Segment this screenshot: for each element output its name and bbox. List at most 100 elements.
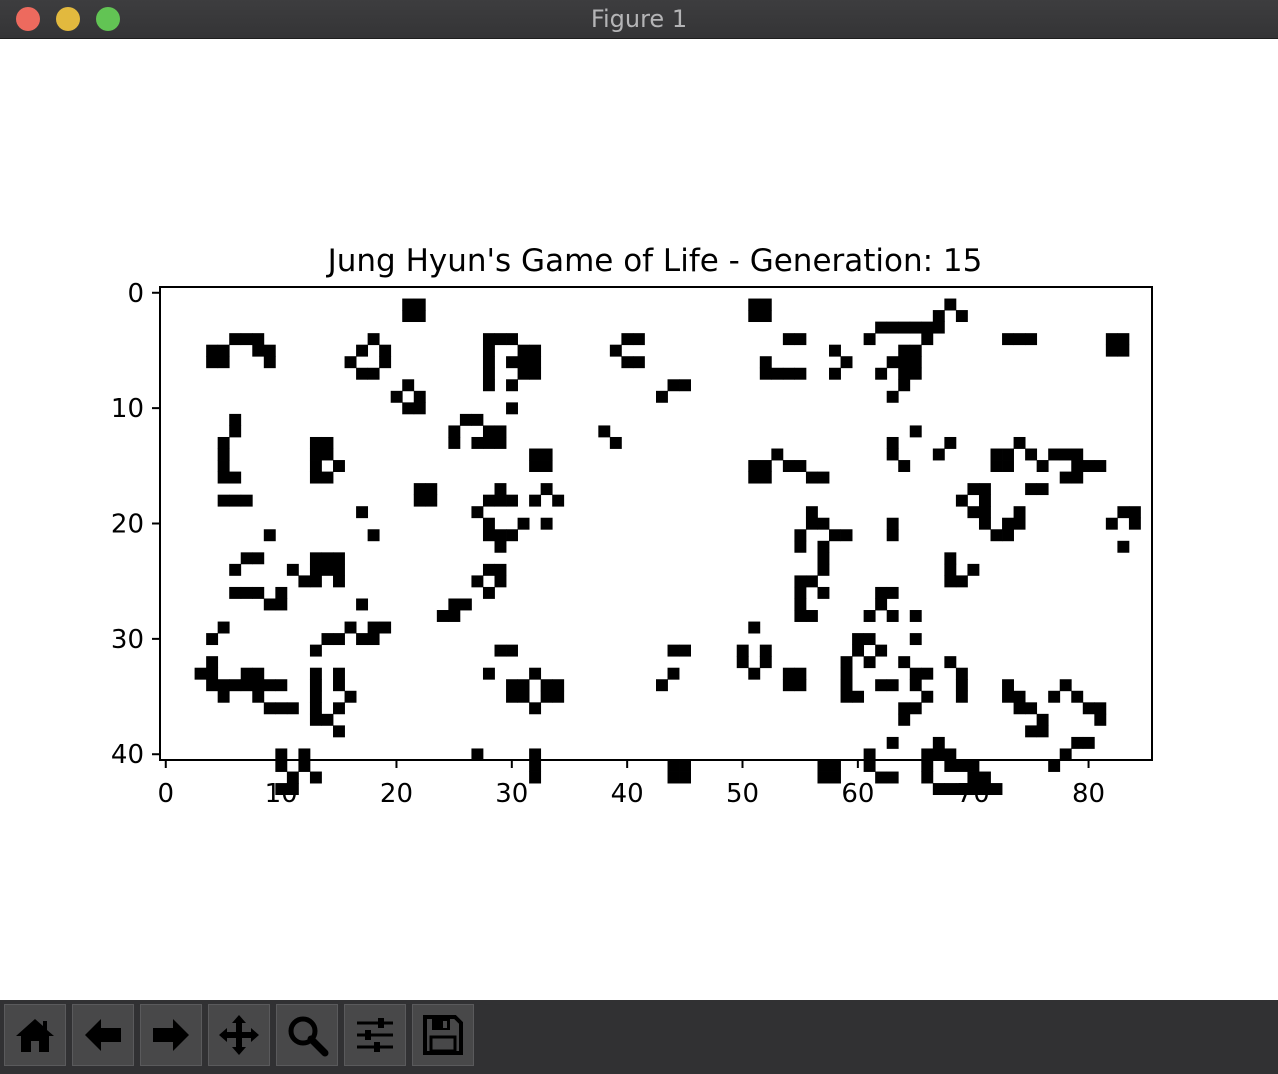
live-cell bbox=[817, 760, 830, 772]
zoom-magnifier-icon bbox=[288, 1016, 329, 1057]
live-cell bbox=[598, 425, 611, 438]
live-cell bbox=[817, 771, 830, 784]
back-button[interactable] bbox=[72, 1004, 134, 1066]
live-cell bbox=[206, 679, 219, 692]
live-cell bbox=[898, 367, 911, 380]
live-cell bbox=[494, 575, 507, 588]
live-cell bbox=[1013, 436, 1026, 449]
live-cell bbox=[632, 356, 645, 369]
live-cell bbox=[1002, 517, 1014, 530]
minimize-window-button[interactable] bbox=[56, 7, 80, 31]
live-cell bbox=[506, 644, 518, 657]
home-button[interactable] bbox=[4, 1004, 66, 1066]
live-cell bbox=[1059, 448, 1072, 461]
live-cell bbox=[1013, 506, 1026, 519]
live-cell bbox=[402, 402, 415, 415]
live-cell bbox=[506, 690, 518, 703]
live-cell bbox=[494, 494, 507, 507]
live-cell bbox=[471, 748, 484, 761]
live-cell bbox=[805, 517, 818, 530]
live-cell bbox=[898, 713, 911, 726]
live-cell bbox=[840, 356, 853, 369]
back-arrow-icon bbox=[85, 1019, 121, 1051]
live-cell bbox=[759, 367, 772, 380]
live-cell bbox=[367, 633, 380, 646]
live-cell bbox=[482, 529, 495, 542]
live-cell bbox=[506, 529, 518, 542]
live-cell bbox=[1002, 333, 1014, 346]
live-cell bbox=[1013, 517, 1026, 530]
live-cell bbox=[333, 702, 345, 715]
y-tick-label: 30 bbox=[111, 625, 144, 655]
live-cell bbox=[898, 379, 911, 392]
x-tick-label: 30 bbox=[495, 779, 528, 809]
live-cell bbox=[782, 460, 795, 472]
live-cell bbox=[898, 460, 911, 472]
live-cell bbox=[309, 702, 322, 715]
live-cell bbox=[782, 667, 795, 680]
zoom-button[interactable] bbox=[276, 1004, 338, 1066]
live-cell bbox=[344, 621, 357, 634]
live-cell bbox=[309, 460, 322, 472]
live-cell bbox=[1048, 448, 1061, 461]
live-cell bbox=[679, 771, 691, 784]
live-cell bbox=[482, 367, 495, 380]
zoom-window-button[interactable] bbox=[96, 7, 120, 31]
forward-button[interactable] bbox=[140, 1004, 202, 1066]
live-cell bbox=[217, 436, 230, 449]
live-cell bbox=[759, 471, 772, 484]
live-cell bbox=[413, 390, 426, 403]
live-cell bbox=[1048, 760, 1061, 772]
live-cell bbox=[886, 517, 899, 530]
y-tick-label: 10 bbox=[111, 394, 144, 424]
live-cell bbox=[506, 333, 518, 346]
live-cell bbox=[875, 644, 888, 657]
chart-title: Jung Hyun's Game of Life - Generation: 1… bbox=[326, 243, 983, 279]
live-cell bbox=[482, 379, 495, 392]
live-cell bbox=[494, 333, 507, 346]
live-cell bbox=[978, 506, 991, 519]
live-cell bbox=[805, 506, 818, 519]
live-cell bbox=[932, 321, 945, 334]
live-cell bbox=[333, 679, 345, 692]
live-cell bbox=[263, 529, 276, 542]
live-cell bbox=[263, 679, 276, 692]
game-of-life-plot: Jung Hyun's Game of Life - Generation: 1… bbox=[111, 243, 1153, 809]
close-window-button[interactable] bbox=[16, 7, 40, 31]
live-cell bbox=[321, 471, 334, 484]
pan-button[interactable] bbox=[208, 1004, 270, 1066]
live-cell bbox=[921, 667, 934, 680]
live-cell bbox=[436, 610, 449, 622]
live-cell bbox=[955, 760, 968, 772]
live-cell bbox=[471, 575, 484, 588]
live-cell bbox=[886, 356, 899, 369]
live-cell bbox=[379, 356, 392, 369]
live-cell bbox=[805, 575, 818, 588]
window-titlebar[interactable]: Figure 1 bbox=[0, 0, 1278, 39]
live-cell bbox=[863, 748, 876, 761]
live-cell bbox=[252, 690, 265, 703]
live-cell bbox=[194, 667, 207, 680]
figure-canvas[interactable]: Jung Hyun's Game of Life - Generation: 1… bbox=[0, 39, 1278, 1000]
live-cell bbox=[309, 563, 322, 576]
configure-subplots-button[interactable] bbox=[344, 1004, 406, 1066]
live-cell bbox=[206, 656, 219, 669]
live-cell bbox=[782, 367, 795, 380]
live-cell bbox=[875, 321, 888, 334]
live-cell bbox=[229, 333, 242, 346]
x-tick-label: 80 bbox=[1072, 779, 1105, 809]
live-cell bbox=[1071, 448, 1084, 461]
live-cell bbox=[413, 483, 426, 496]
live-cell bbox=[252, 679, 265, 692]
live-cell bbox=[1059, 748, 1072, 761]
live-cell bbox=[840, 529, 853, 542]
live-cell bbox=[482, 425, 495, 438]
navigation-toolbar bbox=[0, 1000, 1278, 1074]
live-cell bbox=[552, 679, 565, 692]
live-cell bbox=[309, 690, 322, 703]
live-cell bbox=[1036, 483, 1049, 496]
live-cell bbox=[471, 436, 484, 449]
live-cell bbox=[990, 783, 1003, 796]
live-cell bbox=[1117, 506, 1130, 519]
save-button[interactable] bbox=[412, 1004, 474, 1066]
